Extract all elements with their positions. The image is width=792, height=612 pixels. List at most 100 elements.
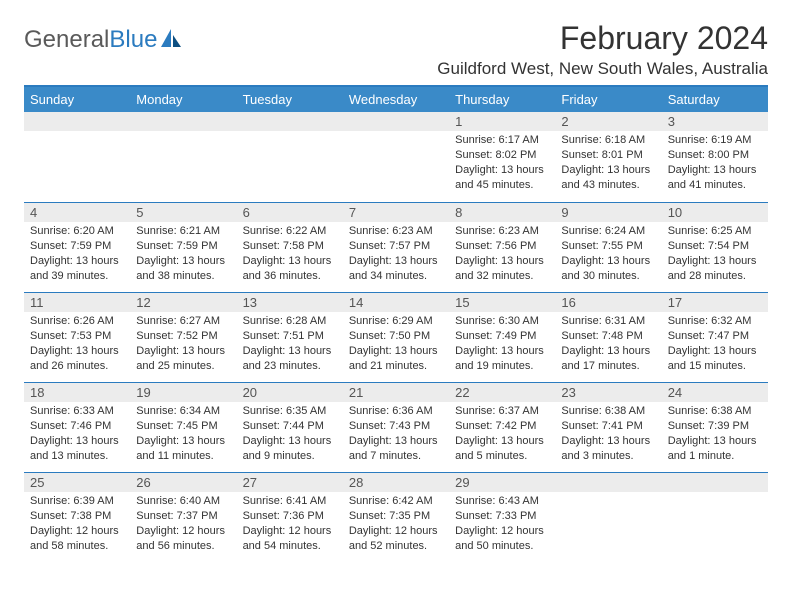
calendar-cell xyxy=(343,112,449,202)
day-number: 15 xyxy=(449,293,555,312)
calendar-week: 25Sunrise: 6:39 AM Sunset: 7:38 PM Dayli… xyxy=(24,472,768,562)
calendar-cell: 26Sunrise: 6:40 AM Sunset: 7:37 PM Dayli… xyxy=(130,472,236,562)
calendar-cell: 18Sunrise: 6:33 AM Sunset: 7:46 PM Dayli… xyxy=(24,382,130,472)
day-number: 21 xyxy=(343,383,449,402)
day-number: 26 xyxy=(130,473,236,492)
day-number: 29 xyxy=(449,473,555,492)
day-info: Sunrise: 6:32 AM Sunset: 7:47 PM Dayligh… xyxy=(662,312,768,379)
title-block: February 2024 Guildford West, New South … xyxy=(437,20,768,79)
day-info: Sunrise: 6:38 AM Sunset: 7:41 PM Dayligh… xyxy=(555,402,661,469)
location: Guildford West, New South Wales, Austral… xyxy=(437,59,768,79)
day-info: Sunrise: 6:23 AM Sunset: 7:56 PM Dayligh… xyxy=(449,222,555,289)
calendar: SundayMondayTuesdayWednesdayThursdayFrid… xyxy=(24,87,768,562)
day-number: 4 xyxy=(24,203,130,222)
day-info: Sunrise: 6:31 AM Sunset: 7:48 PM Dayligh… xyxy=(555,312,661,379)
day-info: Sunrise: 6:20 AM Sunset: 7:59 PM Dayligh… xyxy=(24,222,130,289)
day-number: 17 xyxy=(662,293,768,312)
calendar-cell: 13Sunrise: 6:28 AM Sunset: 7:51 PM Dayli… xyxy=(237,292,343,382)
calendar-cell: 16Sunrise: 6:31 AM Sunset: 7:48 PM Dayli… xyxy=(555,292,661,382)
day-number: 3 xyxy=(662,112,768,131)
logo-part1: General xyxy=(24,26,109,53)
day-header-row: SundayMondayTuesdayWednesdayThursdayFrid… xyxy=(24,87,768,112)
day-number: 18 xyxy=(24,383,130,402)
day-info: Sunrise: 6:26 AM Sunset: 7:53 PM Dayligh… xyxy=(24,312,130,379)
day-header: Wednesday xyxy=(343,87,449,112)
calendar-cell: 21Sunrise: 6:36 AM Sunset: 7:43 PM Dayli… xyxy=(343,382,449,472)
calendar-cell: 27Sunrise: 6:41 AM Sunset: 7:36 PM Dayli… xyxy=(237,472,343,562)
day-number: 9 xyxy=(555,203,661,222)
calendar-cell: 10Sunrise: 6:25 AM Sunset: 7:54 PM Dayli… xyxy=(662,202,768,292)
calendar-cell: 28Sunrise: 6:42 AM Sunset: 7:35 PM Dayli… xyxy=(343,472,449,562)
day-info: Sunrise: 6:43 AM Sunset: 7:33 PM Dayligh… xyxy=(449,492,555,559)
day-info: Sunrise: 6:38 AM Sunset: 7:39 PM Dayligh… xyxy=(662,402,768,469)
day-number xyxy=(343,112,449,131)
day-number: 25 xyxy=(24,473,130,492)
day-number: 11 xyxy=(24,293,130,312)
day-info: Sunrise: 6:28 AM Sunset: 7:51 PM Dayligh… xyxy=(237,312,343,379)
logo: GeneralBlue xyxy=(24,26,183,54)
calendar-cell xyxy=(555,472,661,562)
calendar-cell: 9Sunrise: 6:24 AM Sunset: 7:55 PM Daylig… xyxy=(555,202,661,292)
day-number: 2 xyxy=(555,112,661,131)
calendar-cell: 3Sunrise: 6:19 AM Sunset: 8:00 PM Daylig… xyxy=(662,112,768,202)
calendar-cell: 15Sunrise: 6:30 AM Sunset: 7:49 PM Dayli… xyxy=(449,292,555,382)
logo-sail-icon xyxy=(161,29,183,52)
calendar-cell: 20Sunrise: 6:35 AM Sunset: 7:44 PM Dayli… xyxy=(237,382,343,472)
day-number: 19 xyxy=(130,383,236,402)
calendar-cell: 5Sunrise: 6:21 AM Sunset: 7:59 PM Daylig… xyxy=(130,202,236,292)
day-info xyxy=(24,131,130,139)
day-info: Sunrise: 6:34 AM Sunset: 7:45 PM Dayligh… xyxy=(130,402,236,469)
header: GeneralBlue February 2024 Guildford West… xyxy=(24,20,768,79)
day-info xyxy=(237,131,343,139)
day-header: Monday xyxy=(130,87,236,112)
day-header: Tuesday xyxy=(237,87,343,112)
calendar-cell: 19Sunrise: 6:34 AM Sunset: 7:45 PM Dayli… xyxy=(130,382,236,472)
day-info: Sunrise: 6:41 AM Sunset: 7:36 PM Dayligh… xyxy=(237,492,343,559)
day-number: 28 xyxy=(343,473,449,492)
day-number: 27 xyxy=(237,473,343,492)
day-info: Sunrise: 6:18 AM Sunset: 8:01 PM Dayligh… xyxy=(555,131,661,198)
day-number: 8 xyxy=(449,203,555,222)
day-number: 1 xyxy=(449,112,555,131)
day-number: 13 xyxy=(237,293,343,312)
day-info: Sunrise: 6:27 AM Sunset: 7:52 PM Dayligh… xyxy=(130,312,236,379)
logo-part2: Blue xyxy=(109,26,157,53)
calendar-cell: 29Sunrise: 6:43 AM Sunset: 7:33 PM Dayli… xyxy=(449,472,555,562)
day-info: Sunrise: 6:29 AM Sunset: 7:50 PM Dayligh… xyxy=(343,312,449,379)
day-info: Sunrise: 6:33 AM Sunset: 7:46 PM Dayligh… xyxy=(24,402,130,469)
calendar-cell: 25Sunrise: 6:39 AM Sunset: 7:38 PM Dayli… xyxy=(24,472,130,562)
calendar-cell: 6Sunrise: 6:22 AM Sunset: 7:58 PM Daylig… xyxy=(237,202,343,292)
day-info: Sunrise: 6:42 AM Sunset: 7:35 PM Dayligh… xyxy=(343,492,449,559)
calendar-cell xyxy=(662,472,768,562)
calendar-cell: 4Sunrise: 6:20 AM Sunset: 7:59 PM Daylig… xyxy=(24,202,130,292)
calendar-cell: 22Sunrise: 6:37 AM Sunset: 7:42 PM Dayli… xyxy=(449,382,555,472)
day-number: 6 xyxy=(237,203,343,222)
logo-text: GeneralBlue xyxy=(24,26,157,54)
day-info: Sunrise: 6:40 AM Sunset: 7:37 PM Dayligh… xyxy=(130,492,236,559)
day-info: Sunrise: 6:30 AM Sunset: 7:49 PM Dayligh… xyxy=(449,312,555,379)
day-info: Sunrise: 6:36 AM Sunset: 7:43 PM Dayligh… xyxy=(343,402,449,469)
day-header: Thursday xyxy=(449,87,555,112)
calendar-cell: 17Sunrise: 6:32 AM Sunset: 7:47 PM Dayli… xyxy=(662,292,768,382)
calendar-cell xyxy=(130,112,236,202)
day-info: Sunrise: 6:21 AM Sunset: 7:59 PM Dayligh… xyxy=(130,222,236,289)
day-number: 23 xyxy=(555,383,661,402)
calendar-cell: 2Sunrise: 6:18 AM Sunset: 8:01 PM Daylig… xyxy=(555,112,661,202)
calendar-cell: 1Sunrise: 6:17 AM Sunset: 8:02 PM Daylig… xyxy=(449,112,555,202)
calendar-cell xyxy=(24,112,130,202)
day-number xyxy=(24,112,130,131)
calendar-cell: 11Sunrise: 6:26 AM Sunset: 7:53 PM Dayli… xyxy=(24,292,130,382)
day-number: 22 xyxy=(449,383,555,402)
day-header: Sunday xyxy=(24,87,130,112)
page-title: February 2024 xyxy=(437,20,768,57)
day-info: Sunrise: 6:39 AM Sunset: 7:38 PM Dayligh… xyxy=(24,492,130,559)
calendar-cell: 12Sunrise: 6:27 AM Sunset: 7:52 PM Dayli… xyxy=(130,292,236,382)
day-info xyxy=(555,492,661,500)
day-info: Sunrise: 6:35 AM Sunset: 7:44 PM Dayligh… xyxy=(237,402,343,469)
day-info: Sunrise: 6:23 AM Sunset: 7:57 PM Dayligh… xyxy=(343,222,449,289)
day-number: 20 xyxy=(237,383,343,402)
day-info: Sunrise: 6:19 AM Sunset: 8:00 PM Dayligh… xyxy=(662,131,768,198)
day-number xyxy=(555,473,661,492)
day-info xyxy=(130,131,236,139)
day-header: Friday xyxy=(555,87,661,112)
